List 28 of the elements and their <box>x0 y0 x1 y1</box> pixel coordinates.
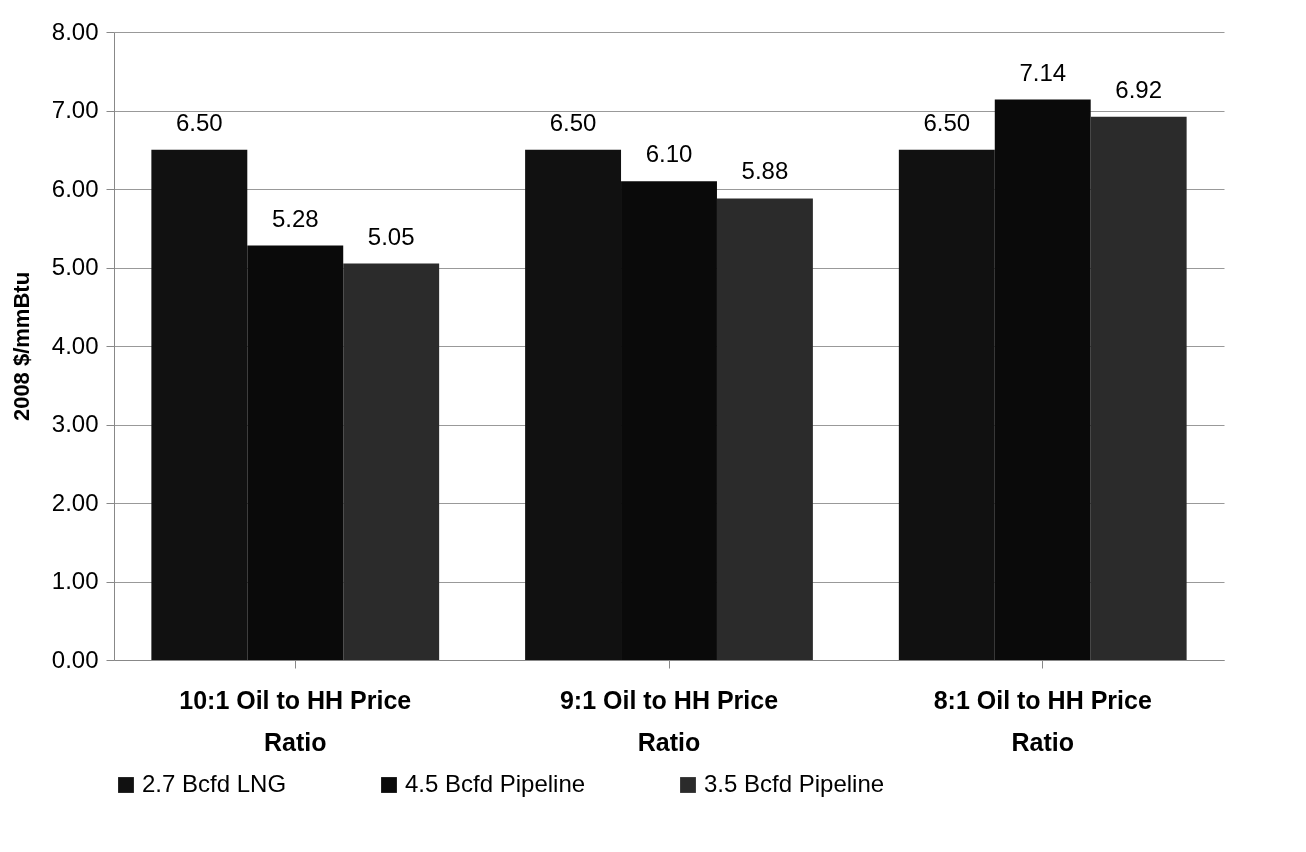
legend-label: 4.5 Bcfd Pipeline <box>405 770 586 797</box>
x-tick-label: 8:1 Oil to HH Price Ratio <box>933 685 1152 756</box>
bar <box>343 263 440 660</box>
data-label: 7.14 <box>1019 58 1067 86</box>
data-label: 5.28 <box>271 204 319 232</box>
bar <box>1090 116 1187 660</box>
x-tick-label: 10:1 Oil to HH Price Ratio <box>179 685 412 756</box>
data-label: 5.05 <box>367 222 415 250</box>
legend-label: 2.7 Bcfd LNG <box>142 770 287 797</box>
y-tick-label: 7.00 <box>51 96 99 123</box>
y-tick-label: 0.00 <box>51 645 99 673</box>
y-tick-label: 6.00 <box>51 174 99 202</box>
y-axis-title: 2008 $/mmBtu <box>8 271 34 422</box>
y-tick-label: 8.00 <box>51 17 99 45</box>
data-label: 6.50 <box>549 108 597 136</box>
legend-label: 3.5 Bcfd Pipeline <box>704 770 885 797</box>
bar <box>716 198 813 660</box>
x-tick-label: 9:1 Oil to HH Price Ratio <box>559 685 779 756</box>
y-tick-label: 4.00 <box>51 331 99 359</box>
data-label: 6.10 <box>645 140 693 168</box>
data-label: 6.92 <box>1115 75 1163 103</box>
data-label: 6.50 <box>175 108 223 136</box>
y-tick-label: 5.00 <box>51 253 99 280</box>
y-tick-label: 1.00 <box>51 567 99 594</box>
y-tick-label: 2.00 <box>51 488 99 516</box>
data-label: 6.50 <box>923 108 971 136</box>
y-tick-label: 3.00 <box>51 410 99 437</box>
data-label: 5.88 <box>741 157 789 185</box>
